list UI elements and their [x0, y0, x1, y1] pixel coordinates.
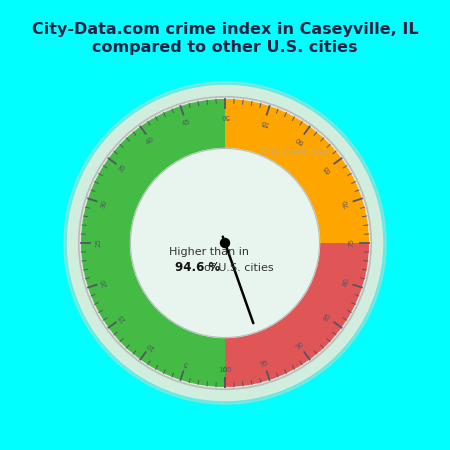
- Wedge shape: [81, 99, 225, 387]
- Text: City-Data.com crime index in Caseyville, IL: City-Data.com crime index in Caseyville,…: [32, 22, 419, 37]
- Text: 90: 90: [294, 341, 305, 351]
- Circle shape: [220, 238, 230, 248]
- Wedge shape: [225, 99, 369, 243]
- Text: 75: 75: [349, 238, 355, 248]
- Text: 100: 100: [218, 367, 232, 373]
- Text: of U.S. cities: of U.S. cities: [204, 263, 273, 273]
- Text: 10: 10: [145, 341, 156, 351]
- Text: 20: 20: [100, 277, 108, 288]
- Text: 30: 30: [100, 198, 108, 209]
- Text: 70: 70: [342, 198, 350, 209]
- Circle shape: [64, 82, 386, 404]
- Wedge shape: [225, 243, 369, 387]
- Text: 50: 50: [220, 113, 230, 119]
- Text: 65: 65: [323, 163, 333, 174]
- Text: City-Data.com: City-Data.com: [255, 148, 330, 158]
- Text: 80: 80: [342, 277, 350, 288]
- Text: 55: 55: [259, 118, 269, 126]
- Circle shape: [68, 86, 382, 400]
- Text: 94.6 %: 94.6 %: [176, 261, 220, 274]
- Text: 5: 5: [183, 360, 189, 367]
- Text: 85: 85: [323, 312, 333, 323]
- Text: 15: 15: [117, 312, 127, 323]
- Text: Higher than in: Higher than in: [169, 247, 249, 257]
- Circle shape: [79, 97, 371, 389]
- Text: compared to other U.S. cities: compared to other U.S. cities: [92, 40, 358, 55]
- Text: 95: 95: [259, 360, 270, 368]
- Text: 0: 0: [223, 367, 227, 373]
- Text: 25: 25: [95, 238, 101, 248]
- Text: 40: 40: [145, 135, 156, 145]
- Circle shape: [130, 148, 320, 338]
- Text: 45: 45: [181, 118, 191, 126]
- Text: 60: 60: [294, 135, 305, 145]
- Text: 35: 35: [117, 163, 127, 174]
